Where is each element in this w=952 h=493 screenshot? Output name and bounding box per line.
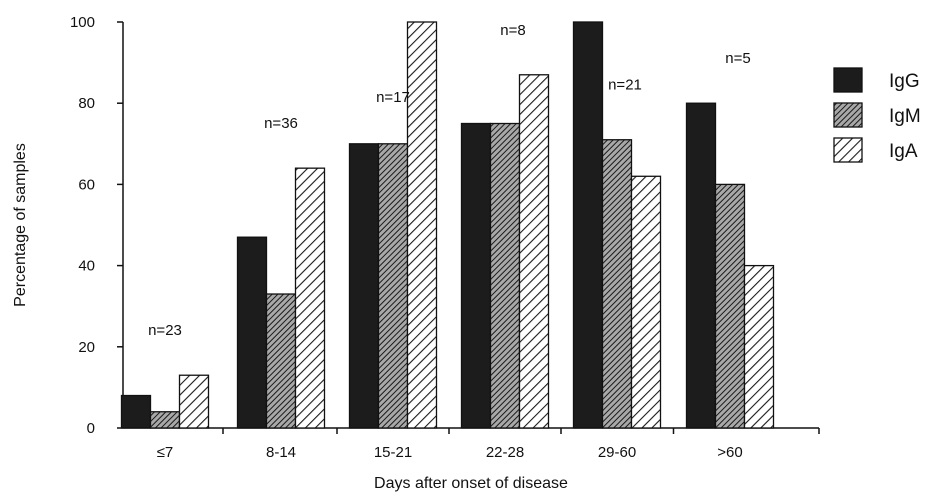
y-ticks: 0 20 40 60 80 100 [70,14,123,437]
bar-igm-5 [714,183,746,429]
x-ticks: ≤7 8-14 15-21 22-28 29-60 >60 [157,428,820,461]
legend-label-iga: IgA [889,141,918,162]
sample-size-labels: n=23 n=36 n=17 n=8 n=21 n=5 [148,22,751,339]
legend: IgG IgM IgA [833,67,921,163]
bar-iga-2 [406,21,438,429]
bar-iga-5 [743,264,775,429]
y-tick-label: 100 [70,14,95,31]
y-tick-label: 40 [78,258,95,275]
bar-igm-1 [265,293,297,429]
bar-igg-4 [572,21,604,429]
bar-igg-3 [460,122,492,429]
bars [120,21,775,429]
legend-swatch-iga [833,137,863,163]
x-axis-title: Days after onset of disease [374,475,568,492]
bar-iga-3 [518,74,550,429]
x-tick-label: 29-60 [598,444,636,461]
y-tick-label: 80 [78,95,95,112]
bar-igg-5 [685,102,717,429]
bar-igm-4 [601,139,633,429]
bar-igg-0 [120,394,152,429]
bar-igm-3 [489,122,521,429]
legend-label-igm: IgM [889,106,921,127]
bar-igm-0 [149,411,181,429]
legend-label-igg: IgG [889,71,920,92]
bar-iga-4 [630,175,662,429]
x-tick-label: >60 [717,444,742,461]
x-tick-label: 22-28 [486,444,524,461]
sample-size-label: n=23 [148,322,182,339]
bar-igg-1 [236,236,268,429]
sample-size-label: n=36 [264,115,298,132]
bar-igm-2 [377,143,409,429]
sample-size-label: n=5 [725,50,750,67]
x-tick-label: 8-14 [266,444,296,461]
x-tick-label: ≤7 [157,444,174,461]
bar-iga-1 [294,167,326,429]
sample-size-label: n=21 [608,77,642,94]
legend-swatch-igg [833,67,863,93]
bar-igg-2 [348,143,380,429]
y-axis-title: Percentage of samples [12,143,29,307]
x-tick-label: 15-21 [374,444,412,461]
sample-size-label: n=8 [500,22,525,39]
y-tick-label: 0 [87,420,95,437]
y-tick-label: 60 [78,176,95,193]
legend-swatch-igm [833,102,863,128]
sample-size-label: n=17 [376,89,410,106]
y-tick-label: 20 [78,339,95,356]
bar-iga-0 [178,374,210,429]
